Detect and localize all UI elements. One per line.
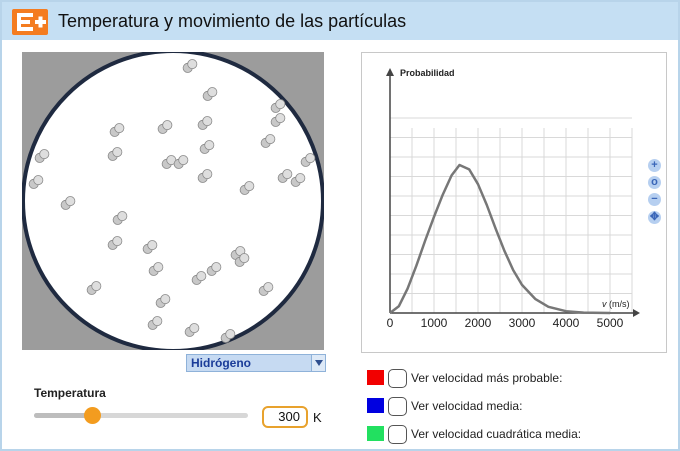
molecule-icon — [202, 87, 218, 101]
molecule-icon — [60, 196, 76, 210]
container-circle — [22, 52, 324, 350]
x-tick-label: 3000 — [509, 316, 536, 330]
y-axis-label: Probabilidad — [400, 68, 455, 78]
temperature-slider-track[interactable] — [34, 413, 248, 418]
molecule-icon — [148, 262, 164, 276]
molecule-icon — [199, 140, 215, 154]
particle-simulation — [22, 52, 324, 350]
y-axis-arrow-icon — [386, 68, 394, 76]
molecule-icon — [107, 147, 123, 161]
molecule-icon — [260, 134, 276, 148]
molecule-icon — [270, 99, 286, 113]
pan-button[interactable]: ✥ — [648, 211, 661, 224]
molecule-icon — [197, 116, 213, 130]
temperature-slider-thumb[interactable] — [83, 407, 101, 424]
molecule-icon — [182, 59, 198, 73]
molecule-icon — [107, 236, 123, 250]
green-swatch — [367, 426, 384, 441]
zoom-reset-button[interactable]: o — [648, 176, 661, 189]
x-tick-label: 2000 — [465, 316, 492, 330]
molecule-icon — [161, 155, 177, 169]
temperature-slider-fill — [34, 413, 92, 418]
molecule-icon — [86, 281, 102, 295]
chevron-down-icon[interactable] — [311, 355, 325, 371]
page-title: Temperatura y movimiento de las partícul… — [58, 11, 407, 31]
molecule-icon — [220, 329, 236, 343]
speed-distribution-chart: Probabilidad v (m/s) 0 1000 2000 3000 4000 5000 — [386, 68, 640, 330]
x-axis-label: v (m/s) — [602, 299, 630, 309]
gas-select[interactable]: Hidrógeno — [186, 354, 326, 372]
molecule-icon — [270, 113, 286, 127]
red-swatch — [367, 370, 384, 385]
molecule-icon — [258, 282, 274, 296]
speed-distribution-graph: Probabilidad v (m/s) 0 1000 2000 3000 4000 5000 — [361, 52, 667, 353]
molecule-icon — [277, 169, 293, 183]
gas-select-value: Hidrógeno — [191, 356, 251, 370]
rms-speed-checkbox[interactable] — [388, 425, 407, 444]
molecule-icon — [109, 123, 125, 137]
rms-speed-label: Ver velocidad cuadrática media: — [411, 427, 582, 441]
x-tick-label: 4000 — [553, 316, 580, 330]
temperature-input[interactable]: 300 — [262, 406, 308, 428]
e-plus-logo-icon — [12, 9, 48, 35]
molecule-icon — [300, 153, 316, 167]
mean-speed-checkbox[interactable] — [388, 397, 407, 416]
most-probable-speed-checkbox[interactable] — [388, 369, 407, 388]
molecule-icon — [184, 323, 200, 337]
molecule-icon — [112, 211, 128, 225]
x-tick-label: 1000 — [421, 316, 448, 330]
temperature-label: Temperatura — [34, 386, 106, 400]
molecule-icon — [239, 181, 255, 195]
molecule-icon — [197, 169, 213, 183]
molecule-icon — [157, 120, 173, 134]
temperature-unit: K — [313, 410, 322, 425]
particle-container — [22, 52, 324, 350]
molecule-icon — [147, 316, 163, 330]
zoom-in-button[interactable]: + — [648, 159, 661, 172]
molecule-icon — [234, 253, 250, 267]
molecule-icon — [28, 175, 44, 189]
x-tick-label: 5000 — [597, 316, 624, 330]
molecule-icon — [173, 155, 189, 169]
molecule-icon — [142, 240, 158, 254]
x-tick-label: 0 — [387, 316, 394, 330]
molecule-icon — [191, 271, 207, 285]
distribution-curve — [389, 163, 611, 315]
molecule-icon — [290, 173, 306, 187]
mean-speed-label: Ver velocidad media: — [411, 399, 523, 413]
most-probable-speed-label: Ver velocidad más probable: — [411, 371, 563, 385]
header-bar: Temperatura y movimiento de las partícul… — [2, 2, 678, 40]
molecule-icon — [206, 262, 222, 276]
molecule-icon — [34, 149, 50, 163]
molecule-icon — [155, 294, 171, 308]
zoom-out-button[interactable]: − — [648, 193, 661, 206]
x-axis-arrow-icon — [633, 309, 640, 317]
blue-swatch — [367, 398, 384, 413]
